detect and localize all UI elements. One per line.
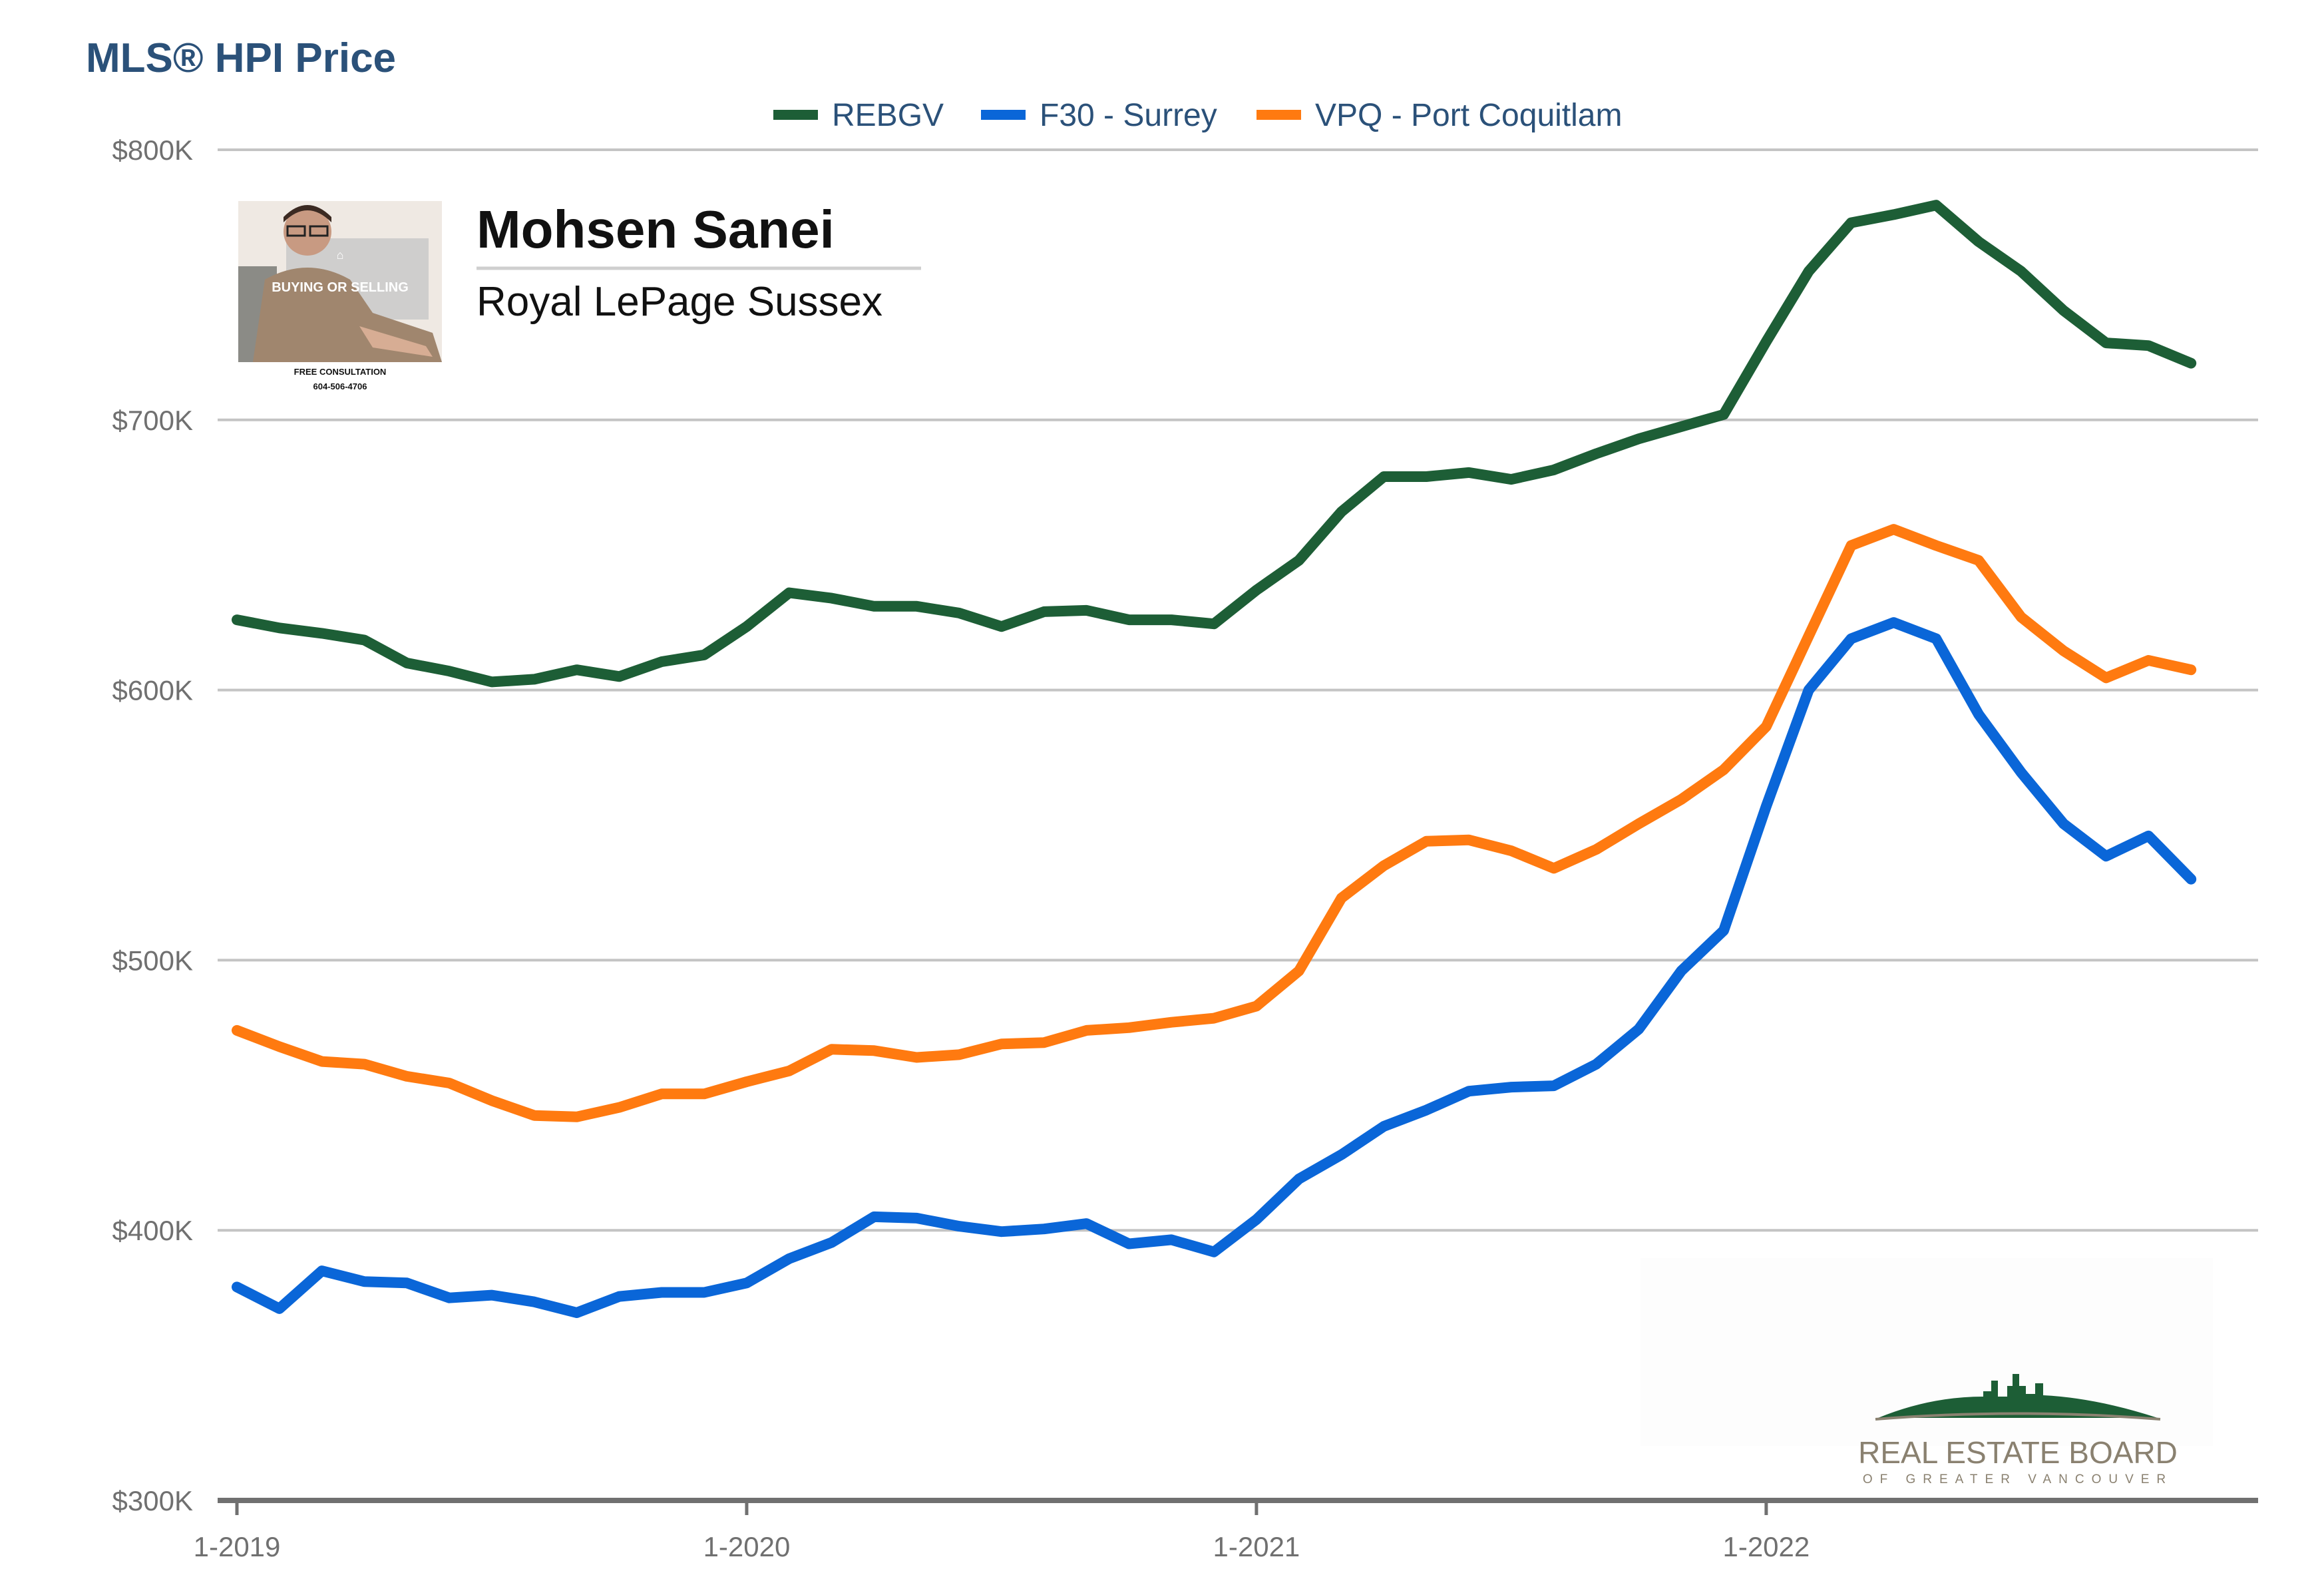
y-tick-label: $500K [112,945,193,976]
series-line-port-coquitlam[interactable] [232,524,2197,1122]
x-tick-label: 1-2019 [194,1531,281,1562]
chart-legend: REBGV F30 - Surrey VPQ - Port Coquitlam [773,98,1622,133]
series-line-rebgv[interactable] [232,200,2197,688]
logo-waterline [1875,1412,2161,1421]
agent-brokerage: Royal LePage Sussex [477,279,882,325]
series-lines [232,200,2197,1318]
legend-swatch-port-coquitlam [1257,110,1301,120]
legend-item-surrey[interactable]: F30 - Surrey [981,98,1217,133]
board-logo: REAL ESTATE BOARD OF GREATER VANCOUVER [1641,1258,2213,1486]
consultation-label: FREE CONSULTATION [294,367,387,377]
x-axis-labels: 1-2019 1-2020 1-2021 1-2022 [194,1500,1810,1562]
series-line-surrey[interactable] [232,617,2197,1318]
x-tick-label: 1-2020 [703,1531,791,1562]
y-tick-label: $400K [112,1215,193,1246]
board-logo-line2: OF GREATER VANCOUVER [1863,1472,2173,1486]
x-tick-label: 1-2021 [1213,1531,1300,1562]
agent-photo: BUYING OR SELLING ⌂ [238,201,442,362]
board-logo-line1: REAL ESTATE BOARD [1858,1435,2178,1470]
chart-title: MLS® HPI Price [86,35,396,81]
x-tick-label: 1-2022 [1722,1531,1810,1562]
y-tick-label: $800K [112,134,193,166]
legend-swatch-rebgv [773,110,818,120]
agent-card: BUYING OR SELLING ⌂ FREE CONSULTATION 60… [238,200,921,391]
legend-swatch-surrey [981,110,1026,120]
legend-item-port-coquitlam[interactable]: VPQ - Port Coquitlam [1257,98,1622,133]
agent-phone: 604-506-4706 [313,381,367,391]
photo-caption: BUYING OR SELLING [272,280,409,295]
skyline-icon [1878,1374,2158,1418]
y-tick-label: $700K [112,405,193,436]
legend-item-rebgv[interactable]: REBGV [773,98,944,133]
agent-name: Mohsen Sanei [477,200,835,259]
y-axis-labels: $800K $700K $600K $500K $400K $300K [112,134,193,1516]
legend-label-surrey: F30 - Surrey [1040,98,1217,133]
y-tick-label: $300K [112,1485,193,1516]
home-icon: ⌂ [337,248,344,262]
legend-label-port-coquitlam: VPQ - Port Coquitlam [1315,98,1622,133]
legend-label-rebgv: REBGV [832,98,944,133]
y-tick-label: $600K [112,675,193,706]
